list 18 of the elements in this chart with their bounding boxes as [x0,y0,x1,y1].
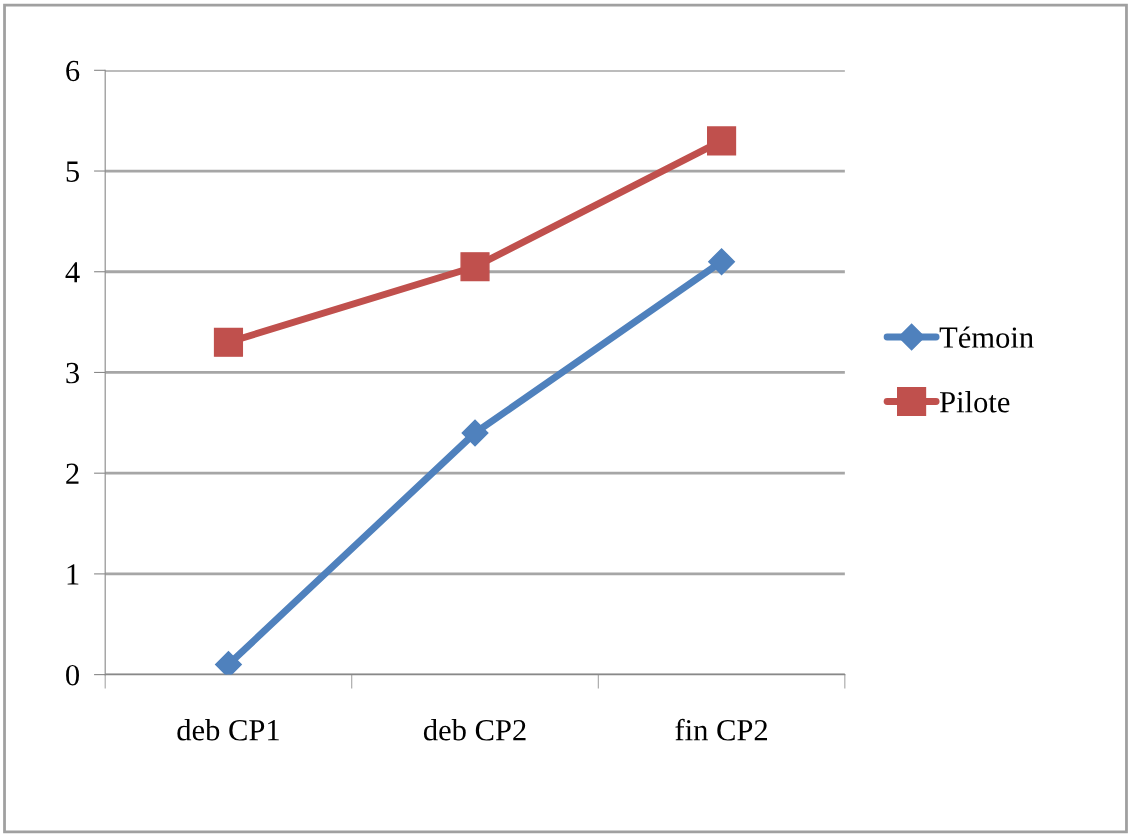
legend-label: Témoin [939,326,1034,348]
x-tick-label: deb CP2 [423,719,526,741]
point [213,327,244,357]
y-tick-label: 6 [66,60,80,82]
x-tick-label: fin CP2 [675,718,768,741]
point [460,252,490,282]
y-tick-label: 4 [65,262,80,283]
y-tick-label: 1 [67,564,79,585]
y-tick-label: 2 [66,463,79,484]
legend-label: Pilote [939,390,1010,413]
y-tick-label: 0 [66,664,80,686]
x-tick-label: deb CP1 [177,719,279,741]
y-tick-label: 5 [66,161,79,182]
point [461,419,489,447]
point [706,126,737,156]
point [708,248,736,276]
point [215,651,242,675]
y-tick-label: 3 [66,362,79,384]
